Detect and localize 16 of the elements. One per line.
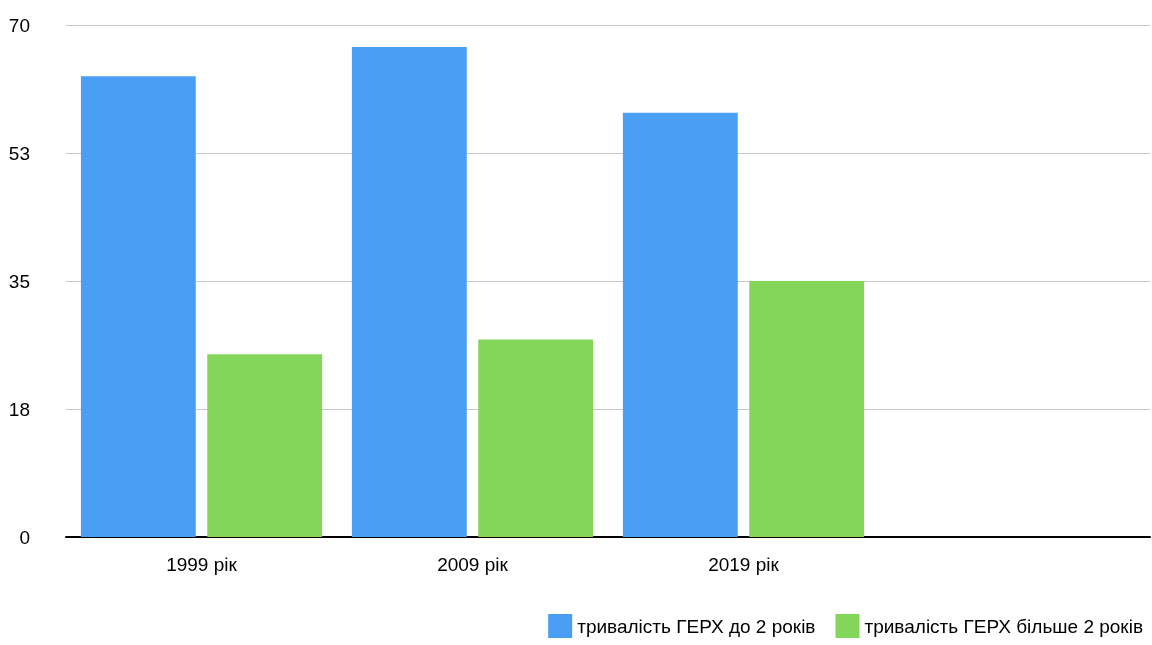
- y-tick-label: 18: [8, 398, 30, 420]
- bar: [749, 281, 865, 537]
- bar: [80, 76, 196, 537]
- bar: [207, 354, 323, 537]
- bar: [622, 112, 738, 537]
- legend-label: тривалість ГЕРХ більше 2 років: [864, 615, 1144, 637]
- bar: [478, 339, 594, 537]
- x-tick-label: 1999 рік: [166, 554, 238, 575]
- y-tick-label: 35: [8, 270, 30, 292]
- y-tick-label: 0: [19, 526, 30, 548]
- x-tick-label: 2019 рік: [708, 554, 780, 575]
- legend-label: тривалість ГЕРХ до 2 років: [577, 615, 816, 637]
- y-tick-label: 53: [8, 142, 30, 164]
- bar: [351, 46, 467, 537]
- y-tick-label: 70: [8, 14, 30, 36]
- x-tick-label: 2009 рік: [437, 554, 509, 575]
